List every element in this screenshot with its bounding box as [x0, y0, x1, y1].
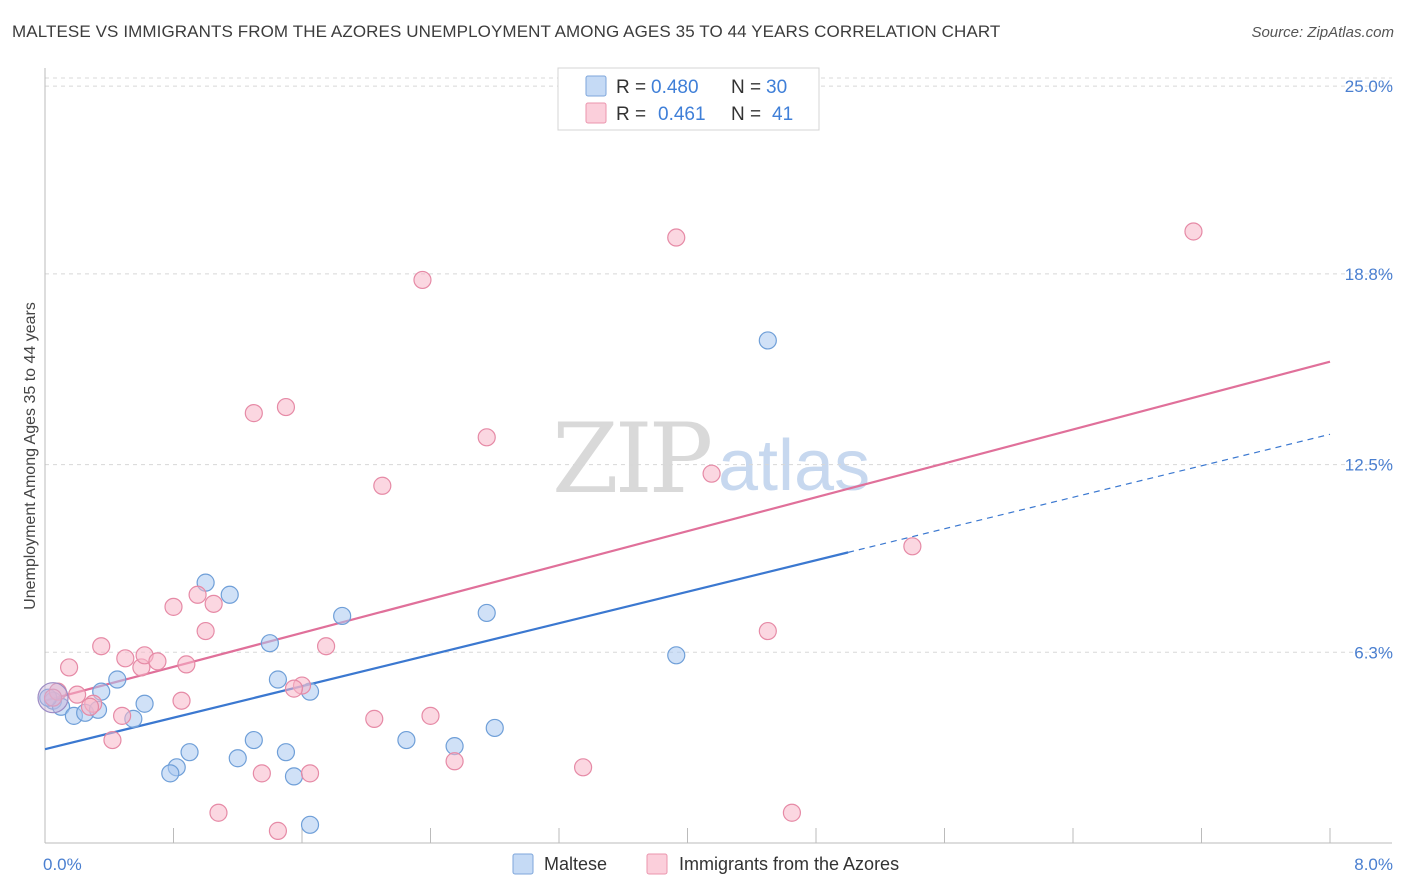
point-azores-11: [164, 597, 183, 616]
point-maltese-13: [161, 764, 180, 783]
point-maltese-7: [135, 694, 154, 713]
point-azores-5: [103, 730, 122, 750]
point-maltese-12: [220, 585, 239, 604]
point-maltese-18: [276, 743, 296, 762]
bottom-legend-swatch-maltese: [512, 853, 534, 875]
point-maltese-10: [180, 743, 199, 762]
point-azores-34: [758, 621, 777, 641]
y-tick-label-3: 25.0%: [1345, 77, 1393, 96]
y-tick-label-1: 12.5%: [1345, 456, 1393, 475]
watermark-zip: ZIP: [552, 403, 711, 515]
x-tick-label-min: 0.0%: [43, 855, 82, 874]
point-maltese-24: [445, 737, 464, 756]
legend-r-label-1: R =: [616, 77, 646, 98]
point-azores-24: [316, 637, 336, 656]
y-tick-label-2: 18.8%: [1345, 265, 1393, 284]
legend-swatch-maltese: [585, 75, 607, 97]
point-azores-33: [702, 464, 721, 483]
legend-n-label-2: N =: [731, 104, 761, 125]
point-azores-31: [573, 758, 593, 777]
point-azores-38: [43, 688, 63, 707]
trend-line-maltese-extension: [847, 433, 1331, 553]
y-axis-label: Unemployment Among Ages 35 to 44 years: [22, 302, 39, 610]
point-azores-16: [204, 594, 223, 613]
point-maltese-6: [108, 670, 127, 689]
y-tick-label-0: 6.3%: [1354, 643, 1393, 662]
point-azores-25: [365, 709, 384, 728]
legend-r-label-2: R =: [616, 104, 646, 125]
point-azores-19: [252, 764, 271, 783]
source-credit: Source: ZipAtlas.com: [1251, 24, 1394, 41]
point-azores-23: [300, 764, 320, 783]
point-azores-39: [284, 679, 304, 698]
point-azores-28: [421, 706, 440, 725]
point-azores-36: [903, 537, 922, 556]
point-maltese-21: [333, 606, 352, 626]
point-azores-17: [209, 803, 228, 822]
legend-n-value-maltese: 30: [766, 77, 787, 98]
point-azores-1: [68, 685, 87, 704]
point-azores-15: [196, 621, 215, 641]
x-tick-marks: [173, 828, 1331, 843]
trend-line-maltese: [44, 551, 849, 751]
watermark-atlas: atlas: [718, 426, 870, 506]
legend-swatch-azores: [585, 102, 607, 124]
point-maltese-23: [397, 730, 416, 750]
point-azores-9: [148, 652, 167, 671]
x-tick-label-max: 8.0%: [1354, 855, 1393, 874]
chart-title: MALTESE VS IMMIGRANTS FROM THE AZORES UN…: [12, 22, 1001, 41]
legend-r-value-maltese: 0.480: [651, 77, 699, 98]
point-maltese-22: [300, 815, 320, 834]
point-azores-14: [188, 585, 207, 604]
bottom-legend: Maltese Immigrants from the Azores: [512, 853, 899, 875]
bottom-legend-swatch-azores: [646, 853, 668, 875]
point-maltese-15: [244, 730, 263, 750]
gridlines: [45, 77, 1392, 653]
point-maltese-28: [758, 331, 777, 350]
point-azores-32: [667, 228, 686, 247]
point-azores-29: [445, 752, 464, 771]
point-azores-18: [244, 404, 263, 423]
point-azores-12: [172, 691, 191, 710]
legend-r-value-azores: 0.461: [658, 104, 706, 125]
point-maltese-17: [268, 670, 288, 689]
point-azores-35: [782, 803, 802, 822]
point-maltese-16: [260, 634, 279, 653]
trend-lines: [44, 360, 1331, 751]
point-maltese-26: [477, 603, 496, 623]
point-azores-27: [413, 270, 432, 290]
point-azores-13: [177, 655, 196, 674]
point-cluster-origin: [37, 682, 69, 714]
point-azores-3: [59, 658, 79, 677]
trend-line-azores: [44, 360, 1331, 702]
point-azores-37: [1184, 222, 1203, 241]
point-maltese-14: [228, 749, 247, 768]
legend-n-value-azores: 41: [772, 104, 793, 125]
point-maltese-19: [284, 767, 304, 786]
point-azores-4: [92, 637, 111, 656]
point-azores-40: [80, 697, 100, 716]
point-azores-20: [268, 821, 288, 840]
y-tick-labels: 6.3% 12.5% 18.8% 25.0%: [1345, 77, 1393, 662]
point-azores-21: [276, 397, 296, 417]
point-azores-6: [116, 649, 135, 668]
point-maltese-25: [485, 718, 504, 738]
bottom-legend-label-azores: Immigrants from the Azores: [679, 854, 899, 874]
point-azores-10: [112, 706, 132, 725]
data-points: [37, 222, 1203, 840]
point-azores-30: [477, 428, 496, 447]
bottom-legend-label-maltese: Maltese: [544, 854, 607, 874]
legend-box: R = 0.480 N = 30 R = 0.461 N = 41: [557, 67, 820, 131]
point-azores-26: [373, 476, 392, 495]
point-maltese-27: [667, 646, 686, 665]
legend-n-label-1: N =: [731, 77, 761, 98]
